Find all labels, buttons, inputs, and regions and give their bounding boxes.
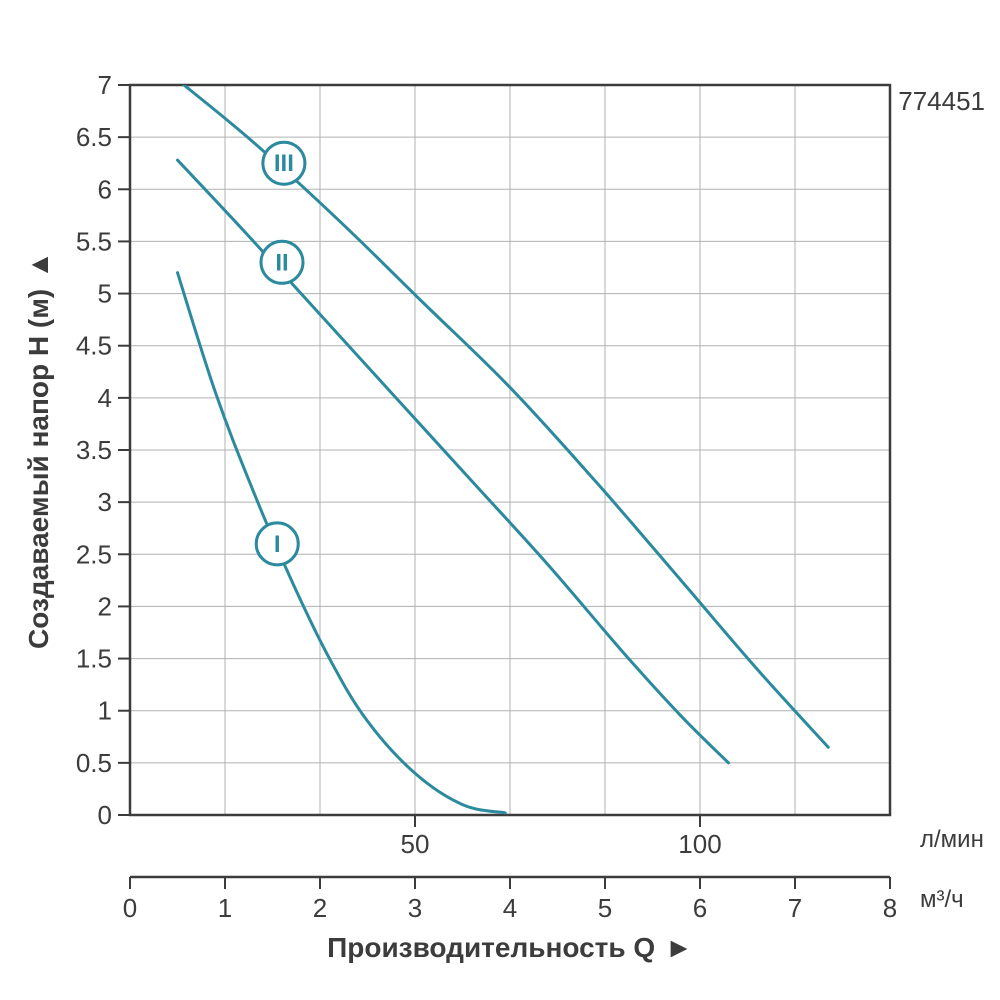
x-tick-label: 8 bbox=[883, 893, 897, 923]
y-tick-label: 6 bbox=[98, 174, 112, 204]
pump-curve-chart: 0 1 2 3 4 5 6 7 8 м³/ч 50 100 л/мин 0 0.5 1 1.5 2 2.5 3 3.5 4… bbox=[0, 0, 1000, 1000]
y-tick-label: 7 bbox=[98, 70, 112, 100]
product-code: 774451 bbox=[898, 86, 985, 116]
x-lmin-label: 100 bbox=[678, 829, 721, 859]
series-badge-label: II bbox=[275, 249, 288, 276]
x-tick-label: 6 bbox=[693, 893, 707, 923]
y-tick-label: 2.5 bbox=[76, 539, 112, 569]
series-badge-label: III bbox=[274, 150, 294, 177]
x-axis-title: Производительность Q► bbox=[327, 932, 693, 963]
y-tick-label: 1.5 bbox=[76, 644, 112, 674]
y-tick-label: 4 bbox=[98, 383, 112, 413]
x-tick-label: 5 bbox=[598, 893, 612, 923]
y-tick-label: 5 bbox=[98, 279, 112, 309]
series-badge-label: I bbox=[274, 531, 281, 558]
y-tick-label: 0 bbox=[98, 800, 112, 830]
y-tick-label: 1 bbox=[98, 696, 112, 726]
x-lmin-label: 50 bbox=[401, 829, 430, 859]
x-tick-label: 7 bbox=[788, 893, 802, 923]
x-tick-label: 1 bbox=[218, 893, 232, 923]
x-tick-label: 2 bbox=[313, 893, 327, 923]
x-tick-label: 4 bbox=[503, 893, 517, 923]
y-tick-label: 5.5 bbox=[76, 226, 112, 256]
y-tick-label: 4.5 bbox=[76, 331, 112, 361]
x-tick-label: 3 bbox=[408, 893, 422, 923]
y-tick-label: 3 bbox=[98, 487, 112, 517]
chart-bg bbox=[0, 0, 1000, 1000]
y-tick-label: 2 bbox=[98, 591, 112, 621]
x-unit-m3h: м³/ч bbox=[920, 886, 964, 913]
y-axis-title: Создаваемый напор H (м)▲ bbox=[23, 251, 54, 649]
y-tick-label: 3.5 bbox=[76, 435, 112, 465]
x-unit-lmin: л/мин bbox=[920, 826, 984, 853]
x-tick-label: 0 bbox=[123, 893, 137, 923]
y-tick-label: 0.5 bbox=[76, 748, 112, 778]
y-tick-label: 6.5 bbox=[76, 122, 112, 152]
